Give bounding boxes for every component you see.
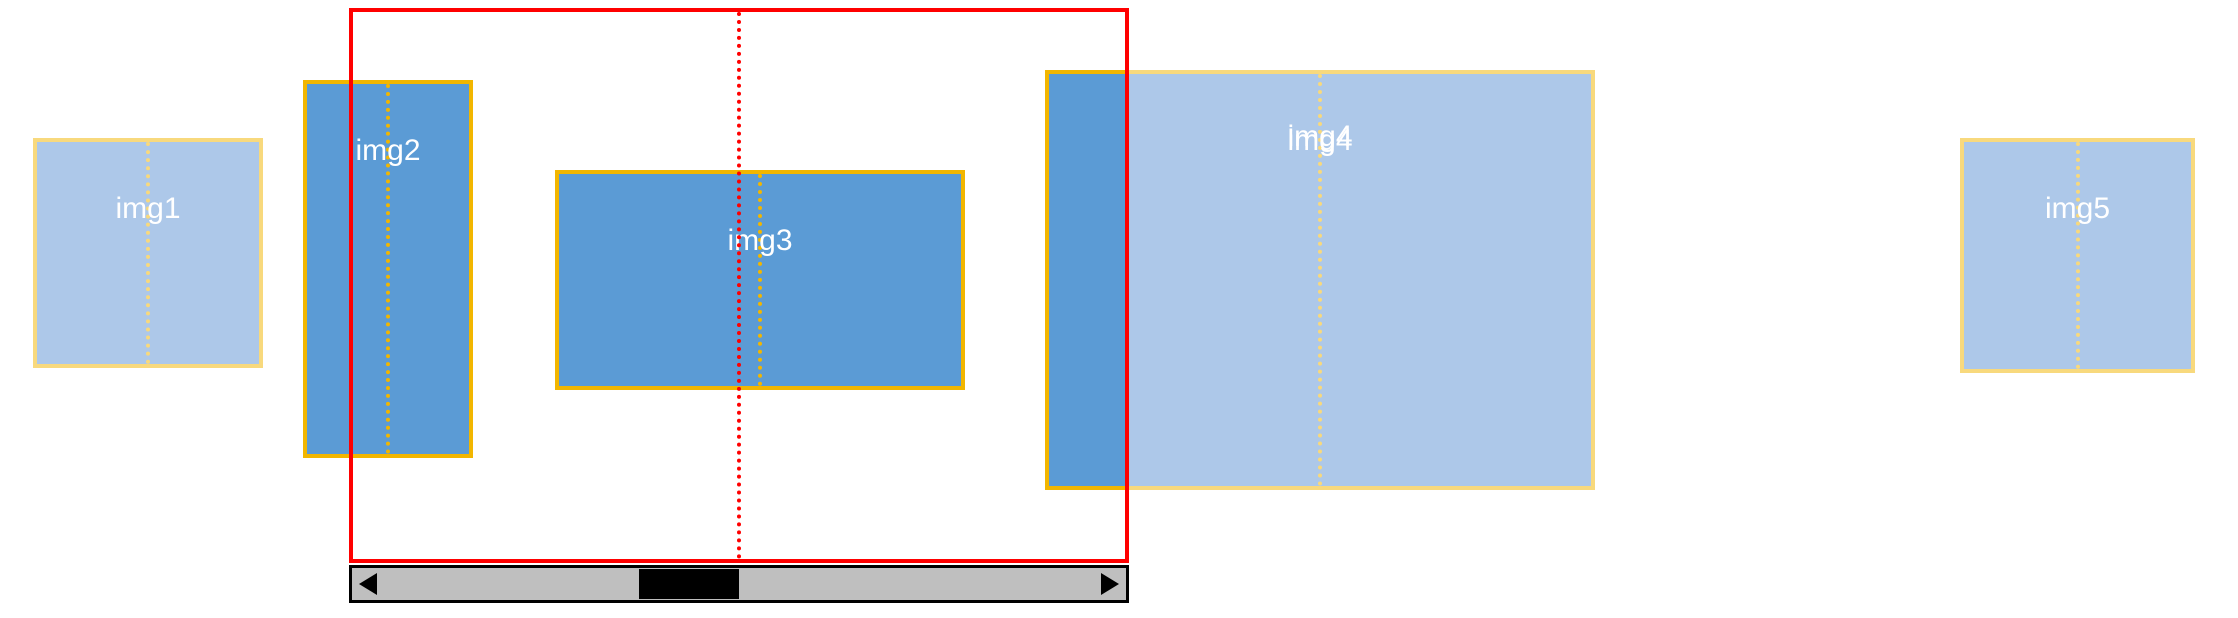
diagram-stage: img1img2img3img4img5img4: [0, 0, 2238, 618]
horizontal-scrollbar[interactable]: [349, 565, 1129, 603]
scroll-left-arrow-icon[interactable]: [359, 573, 377, 595]
image-box-img1: img1: [33, 138, 263, 368]
image-centerline: [146, 142, 150, 364]
image-centerline: [2076, 142, 2080, 369]
image-label: img5: [2045, 192, 2110, 226]
image-box-img5: img5: [1960, 138, 2195, 373]
image-label: img1: [115, 192, 180, 226]
viewport-rect: [349, 8, 1129, 563]
image-label: img4: [1287, 120, 1352, 154]
scrollbar-track[interactable]: [349, 565, 1129, 603]
scroll-right-arrow-icon[interactable]: [1101, 573, 1119, 595]
viewport-centerline: [737, 12, 741, 559]
scrollbar-thumb[interactable]: [639, 569, 739, 599]
